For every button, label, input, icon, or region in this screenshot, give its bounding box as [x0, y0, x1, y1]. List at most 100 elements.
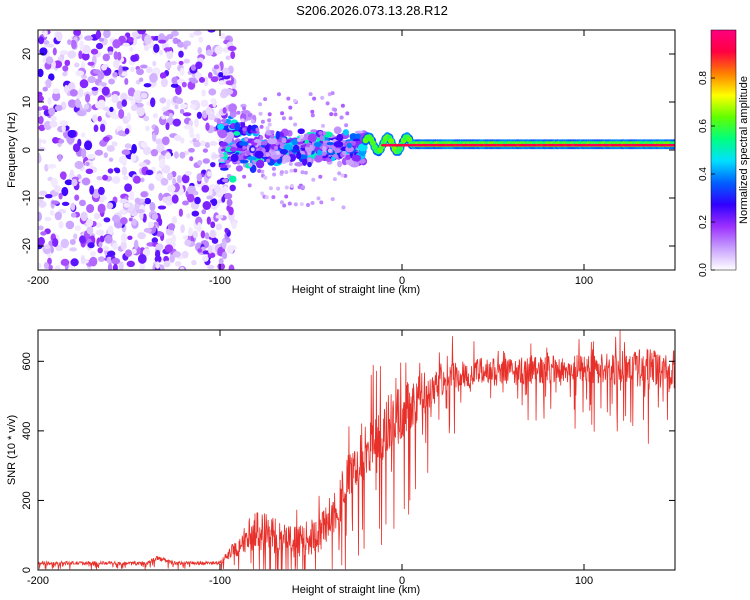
noise-cell — [91, 86, 99, 91]
noise-cell — [160, 77, 168, 88]
noise-cell — [99, 99, 106, 108]
noise-cell — [102, 174, 109, 181]
noise-cell — [164, 61, 172, 70]
noise-cell — [182, 200, 189, 206]
scintillation-cell — [260, 191, 265, 196]
noise-cell — [174, 261, 182, 267]
noise-cell — [98, 256, 105, 262]
noise-cell — [45, 194, 53, 199]
noise-cell — [206, 171, 212, 177]
noise-cell — [211, 154, 221, 159]
noise-cell — [184, 170, 192, 176]
scintillation-cell — [267, 137, 278, 145]
noise-cell — [74, 62, 80, 68]
noise-cell — [118, 65, 123, 75]
noise-cell — [195, 133, 201, 141]
scintillation-cell — [330, 197, 335, 202]
noise-cell — [170, 30, 179, 37]
scintillation-cell — [319, 200, 324, 205]
scintillation-cell — [259, 124, 264, 129]
noise-cell — [41, 105, 49, 111]
scintillation-cell — [242, 174, 247, 179]
noise-cell — [154, 255, 162, 263]
noise-cell — [207, 252, 216, 259]
scintillation-cell — [230, 153, 239, 163]
noise-cell — [55, 244, 64, 252]
scintillation-cell — [225, 135, 233, 144]
scintillation-cell — [339, 115, 344, 120]
scintillation-cell — [301, 157, 308, 166]
noise-cell — [79, 40, 85, 51]
noise-cell — [211, 237, 219, 244]
scintillation-cell — [267, 122, 272, 127]
noise-cell — [120, 209, 126, 215]
scintillation-cell — [293, 168, 298, 173]
noise-cell — [190, 64, 197, 71]
noise-cell — [55, 31, 63, 42]
noise-cell — [143, 115, 150, 122]
scintillation-cell — [342, 129, 350, 136]
noise-cell — [127, 36, 134, 43]
noise-cell — [191, 259, 197, 266]
noise-cell — [97, 115, 102, 122]
noise-cell — [117, 51, 122, 61]
y-tick-label: 20 — [21, 48, 33, 60]
noise-cell — [139, 262, 146, 270]
scintillation-cell — [355, 133, 361, 141]
noise-cell — [190, 99, 200, 105]
noise-cell — [209, 141, 218, 146]
noise-cell — [226, 245, 234, 254]
noise-cell — [143, 83, 152, 88]
noise-cell — [59, 171, 67, 180]
scintillation-cell — [337, 160, 343, 168]
scintillation-cell — [327, 148, 332, 153]
scintillation-cell — [288, 162, 293, 166]
scintillation-cell — [311, 177, 316, 182]
noise-cell — [165, 122, 170, 131]
noise-cell — [171, 234, 177, 243]
snr-x-axis: -200 -100 0 100 — [27, 330, 593, 587]
scintillation-cell — [220, 118, 227, 123]
scintillation-cell — [236, 160, 241, 165]
noise-cell — [192, 230, 198, 239]
scintillation-cell — [330, 91, 335, 96]
noise-cell — [38, 115, 44, 125]
scintillation-cell — [266, 158, 271, 163]
noise-cell — [171, 194, 179, 204]
y-tick-label: 10 — [21, 96, 33, 108]
noise-cell — [58, 220, 64, 229]
noise-cell — [179, 108, 185, 114]
noise-cell — [78, 50, 83, 60]
noise-cell — [124, 183, 133, 193]
noise-cell — [161, 115, 167, 120]
noise-cell — [57, 154, 62, 162]
scintillation-cell — [238, 141, 249, 146]
noise-cell — [211, 198, 218, 207]
noise-cell — [58, 192, 63, 200]
noise-cell — [87, 61, 95, 66]
noise-cell — [176, 175, 182, 184]
noise-cell — [42, 86, 48, 92]
noise-cell — [83, 103, 90, 110]
colorbar-tick-label: 0.6 — [698, 119, 709, 133]
noise-cell — [200, 100, 209, 108]
noise-cell — [179, 103, 188, 109]
scintillation-cell — [265, 126, 270, 131]
noise-cell — [204, 232, 210, 240]
noise-cell — [44, 164, 49, 172]
scintillation-cell — [280, 111, 285, 116]
scintillation-cell — [332, 177, 337, 182]
noise-cell — [203, 76, 209, 87]
scintillation-cell — [307, 161, 312, 168]
scintillation-cell — [317, 149, 323, 156]
noise-cell — [111, 214, 121, 223]
noise-cell — [94, 149, 104, 156]
scintillation-cell — [297, 128, 305, 135]
scintillation-cell — [264, 195, 269, 200]
noise-cell — [120, 92, 128, 102]
noise-cell — [149, 201, 156, 212]
noise-cell — [87, 242, 95, 249]
noise-cell — [197, 222, 202, 231]
noise-cell — [142, 248, 151, 257]
